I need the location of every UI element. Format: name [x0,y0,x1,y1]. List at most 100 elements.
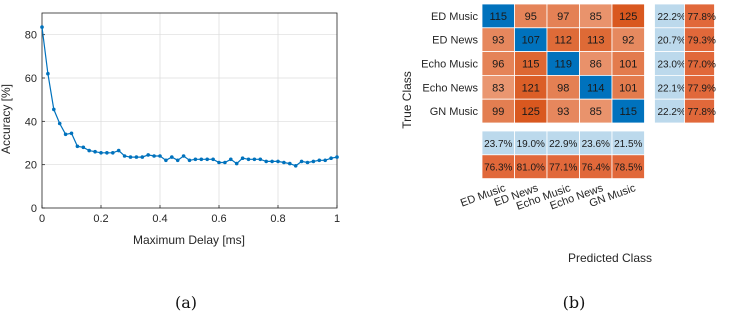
row-label: ED Music [431,11,479,23]
y-axis-ticks: 0 20 40 60 80 [25,30,45,215]
cell-value: 96 [492,59,504,71]
axes-frame [41,12,338,209]
data-point [211,157,215,162]
data-point [335,155,339,159]
data-point [122,154,127,158]
plot-area [42,13,337,208]
y-axis-label: Accuracy [%] [0,84,13,154]
data-point [116,148,121,153]
data-point [305,160,310,165]
column-summary-value: 77.1% [549,163,577,174]
row-summary-value: 77.8% [688,12,716,23]
data-point [240,156,245,160]
cell-value: 115 [489,11,507,23]
x-axis-label: Maximum Delay [ms] [133,233,245,247]
cell-value: 112 [554,35,572,47]
data-point [252,157,257,162]
x-tick-label: 0.6 [211,213,226,225]
data-point [158,154,162,158]
x-tick-label: 0.4 [152,213,167,225]
cell-value: 107 [522,35,540,47]
data-point [63,132,68,137]
data-point [93,149,97,154]
column-summary-cell [611,154,645,180]
data-point [164,158,168,163]
row-summary-value: 22.2% [658,12,686,23]
data-point [217,160,221,165]
cell-value: 86 [590,59,602,71]
data-point [99,151,103,155]
data-point [187,158,192,163]
data-point [258,157,263,162]
data-point [134,155,139,159]
data-point [199,157,204,162]
data-point [152,154,156,158]
data-point [52,107,56,112]
cell-value: 121 [522,82,540,94]
data-point [205,157,209,162]
cell-value: 93 [557,106,569,118]
data-point [311,159,316,164]
column-summary-value: 22.9% [549,139,577,150]
column-summary-value: 19.0% [517,139,545,150]
column-summary-value: 78.5% [614,163,642,174]
series-points [40,25,339,168]
data-point [223,160,227,165]
cell-value: 113 [587,35,605,47]
column-summary-value: 23.6% [582,139,610,150]
row-summary-value: 22.2% [658,107,686,118]
data-point [276,159,280,164]
accuracy-line-chart: 0 0.2 0.4 0.6 0.8 1 0 20 40 60 80 Maximum Delay [… [0,12,340,312]
data-point [75,144,80,149]
data-point [111,151,115,155]
cell-value: 125 [522,106,540,118]
data-point [293,164,298,168]
column-summary-value: 76.3% [484,163,512,174]
row-summary-value: 20.7% [658,36,686,47]
cell-value: 85 [590,11,602,23]
data-point [40,25,44,29]
cell-value: 98 [557,82,569,94]
matrix-cell [611,98,645,124]
column-summary-value: 76.4% [582,163,610,174]
row-summary-value: 77.0% [688,60,716,71]
y-tick-label: 80 [25,30,37,42]
cell-value: 99 [492,106,504,118]
data-point [175,158,180,163]
data-point [229,157,233,162]
caption-a: (a) [175,293,197,312]
data-point [282,160,286,165]
cell-value: 85 [590,106,602,118]
data-point [234,161,239,166]
cell-value: 101 [619,82,637,94]
data-point [69,131,74,136]
row-summary-value: 23.0% [658,60,686,71]
row-summary-value: 79.3% [688,36,716,47]
y-tick-label: 20 [25,160,37,172]
data-point [181,154,186,158]
caption-b: (b) [563,293,586,312]
x-tick-label: 0.8 [270,213,285,225]
y-tick-label: 0 [31,203,37,215]
cell-value: 101 [619,59,637,71]
row-label: Echo Music [421,59,478,71]
data-point [299,159,304,164]
row-summary-cell [684,98,715,124]
row-labels: ED Music ED News Echo Music Echo News GN Mus… [421,11,478,118]
y-tick-label: 60 [25,73,37,85]
x-tick-label: 0.2 [93,213,108,225]
y-tick-label: 40 [25,116,37,128]
row-summary-value: 22.1% [658,83,686,94]
predicted-class-label: Predicted Class [568,251,652,265]
cell-value: 114 [587,82,605,94]
x-tick-label: 0 [39,213,45,225]
cell-value: 119 [554,59,572,71]
cell-value: 93 [492,35,504,47]
data-point [57,121,62,126]
data-point [246,157,251,162]
row-summary: 22.2% 77.8%20.7% 79.3%23.0% 77.0%22.1% 77.9%… [654,3,716,124]
column-summary: 23.7% 19.0% 22.9% 23.6% 21.5% 76.3% 81.0% 77.1%… [481,130,645,180]
cell-value: 97 [557,11,569,23]
cell-value: 83 [492,82,504,94]
cell-value: 115 [619,106,637,118]
